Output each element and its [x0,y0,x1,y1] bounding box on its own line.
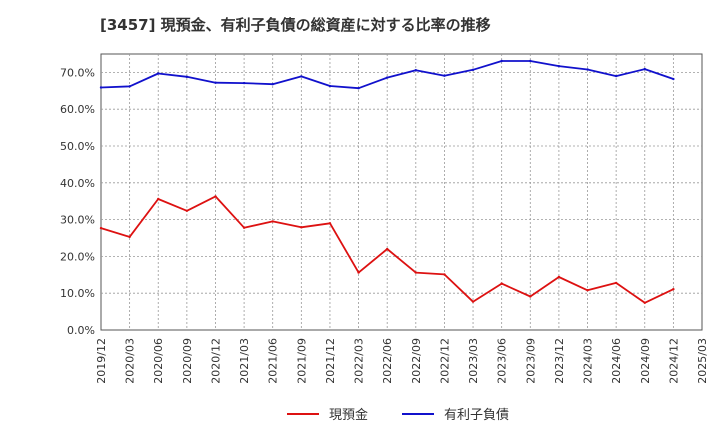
data-point [672,77,675,81]
y-tick-label: 30.0% [60,214,95,227]
x-tick-label: 2022/09 [410,338,423,384]
x-tick-label: 2020/09 [181,338,194,384]
data-point [242,226,246,229]
legend: 現預金 有利子負債 [287,407,509,423]
y-axis: 0.0% 10.0% 20.0% 30.0% 40.0% 50.0% 60.0% 70.0% [60,66,95,337]
plot-area [100,53,703,331]
data-point [99,226,103,230]
data-point [357,87,360,90]
data-point [385,76,389,79]
plot-frame [100,53,703,331]
data-point [414,68,418,72]
data-point [557,275,561,279]
data-point [471,300,475,303]
data-point [300,75,303,78]
x-tick-label: 2021/06 [267,338,280,384]
x-tick-label: 2023/06 [496,338,509,384]
x-tick-label: 2019/12 [95,338,108,384]
data-point [99,86,103,89]
data-point [500,282,503,285]
data-point [214,81,217,84]
data-point [328,222,332,225]
chart-title: [3457] 現預金、有利子負債の総資産に対する比率の推移 [100,16,491,34]
data-point [529,59,532,63]
y-tick-label: 0.0% [67,324,95,337]
legend-label: 現預金 [329,407,368,423]
x-tick-label: 2024/12 [667,338,680,384]
series-group [99,59,675,304]
data-point [557,64,561,68]
data-point [271,82,274,86]
data-point [471,68,475,72]
x-tick-label: 2020/12 [209,338,222,384]
data-point [242,81,246,85]
x-tick-label: 2024/03 [582,338,595,384]
data-point [586,68,589,71]
data-point [300,226,303,229]
data-point [328,84,332,88]
legend-label: 有利子負債 [444,408,509,423]
data-point [185,209,189,212]
data-point [529,295,532,298]
x-tick-label: 2021/09 [295,338,308,384]
x-tick-label: 2020/06 [152,338,165,384]
data-point [643,301,646,304]
x-axis: 2019/12 2020/03 2020/06 2020/09 2020/12 2021/… [95,338,709,384]
data-point [500,59,503,63]
x-tick-label: 2020/03 [124,338,137,384]
y-tick-label: 20.0% [60,250,95,263]
data-point [271,220,274,223]
data-point [185,75,189,79]
data-point [443,74,446,77]
data-point [643,67,646,71]
data-point [128,235,131,239]
x-tick-label: 2021/03 [238,338,251,384]
data-point [157,197,160,201]
x-tick-label: 2022/03 [353,338,366,384]
data-point [385,247,389,251]
y-tick-label: 60.0% [60,103,95,116]
y-tick-label: 50.0% [60,140,95,153]
x-tick-label: 2021/12 [324,338,337,384]
x-tick-label: 2024/06 [610,338,623,384]
data-point [614,281,618,285]
x-tick-label: 2025/03 [696,338,709,384]
data-point [672,287,675,291]
y-tick-label: 10.0% [60,287,95,300]
data-point [443,273,446,276]
data-point [128,85,131,88]
x-tick-label: 2024/09 [639,338,652,384]
data-point [414,271,418,274]
data-point [214,195,217,198]
x-tick-label: 2023/03 [467,338,480,384]
data-point [357,271,360,274]
grid [101,54,702,330]
x-tick-label: 2022/06 [381,338,394,384]
data-point [614,74,618,78]
x-tick-label: 2023/12 [553,338,566,384]
data-point [586,289,589,292]
x-tick-label: 2023/09 [524,338,537,384]
y-tick-label: 70.0% [60,66,95,79]
x-tick-label: 2022/12 [438,338,451,384]
y-tick-label: 40.0% [60,177,95,190]
data-point [157,72,160,75]
